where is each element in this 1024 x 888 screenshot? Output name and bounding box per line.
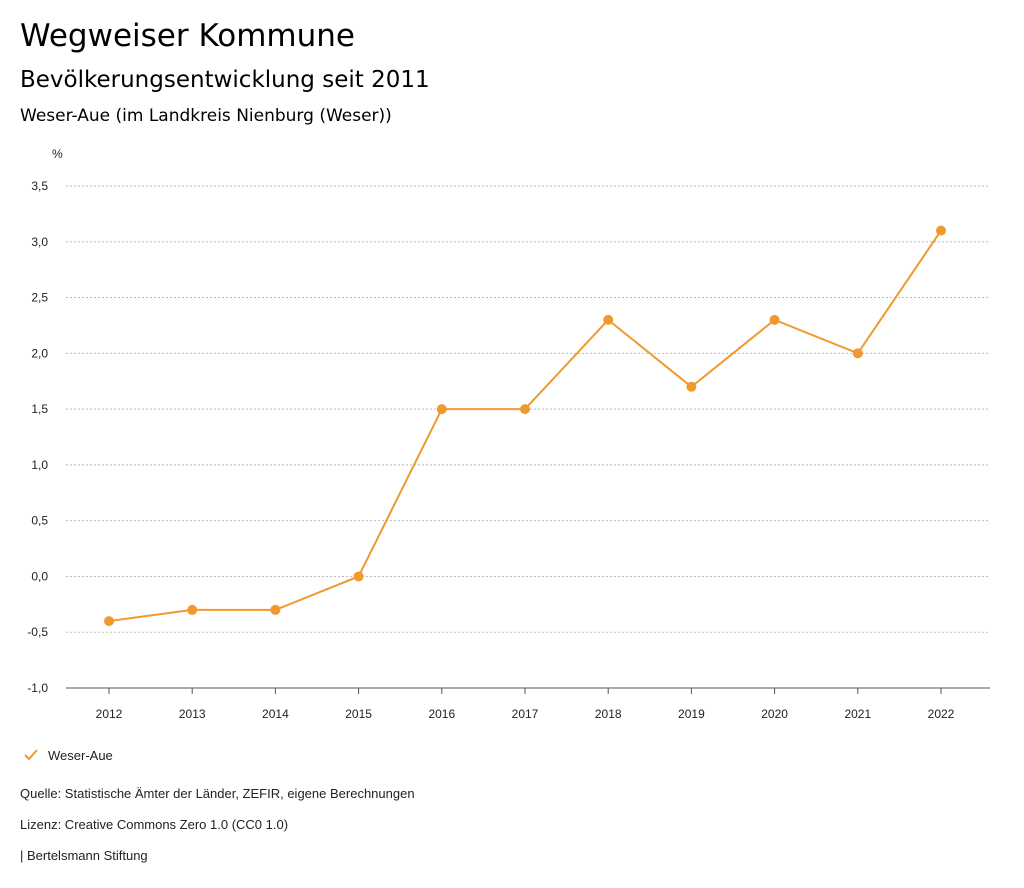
y-tick-label: 2,0 xyxy=(31,346,48,360)
page-title: Wegweiser Kommune xyxy=(20,18,355,54)
data-point[interactable] xyxy=(603,314,614,325)
chart-legend[interactable]: Weser-Aue xyxy=(24,744,113,766)
x-axis: 2012 2013 2014 2015 2016 2017 2018 2019 2020 2021… xyxy=(66,687,990,721)
x-tick-label: 2018 xyxy=(595,707,622,721)
chart-subtitle: Bevölkerungsentwicklung seit 2011 xyxy=(20,67,430,93)
x-tick-label: 2016 xyxy=(428,707,455,721)
x-tick-label: 2017 xyxy=(512,707,539,721)
series-line xyxy=(108,230,942,623)
y-axis-ticks: -1,0 -0,5 0,0 0,5 1,0 1,5 2,0 2,5 3,0 3,5 xyxy=(27,179,48,695)
data-point[interactable] xyxy=(436,404,447,415)
x-tick-label: 2014 xyxy=(262,707,289,721)
x-tick-label: 2021 xyxy=(844,707,871,721)
legend-label-weser-aue: Weser-Aue xyxy=(48,747,113,763)
x-tick-label: 2020 xyxy=(761,707,788,721)
license-note: Lizenz: Creative Commons Zero 1.0 (CC0 1… xyxy=(20,817,289,832)
y-tick-label: -0,5 xyxy=(27,625,48,639)
y-tick-label: 1,0 xyxy=(31,458,48,472)
data-point[interactable] xyxy=(852,348,863,359)
y-tick-label: 0,5 xyxy=(31,514,48,528)
x-tick-label: 2012 xyxy=(96,707,123,721)
source-note: Quelle: Statistische Ämter der Länder, Z… xyxy=(20,786,415,801)
y-axis-unit-label: % xyxy=(52,147,63,161)
data-point[interactable] xyxy=(104,616,114,627)
data-point[interactable] xyxy=(353,571,364,582)
y-tick-label: 3,0 xyxy=(31,235,48,249)
line-chart: % -1,0-0,50,00,51,01,52,02,53,03,5 2012 2… xyxy=(27,147,990,721)
x-tick-label: 2013 xyxy=(179,707,206,721)
x-tick-label: 2022 xyxy=(928,707,955,721)
brand-note: | Bertelsmann Stiftung xyxy=(20,848,148,863)
x-tick-label: 2019 xyxy=(678,707,705,721)
data-point[interactable] xyxy=(769,314,780,325)
data-point[interactable] xyxy=(270,604,281,615)
data-point[interactable] xyxy=(520,404,530,415)
x-tick-label: 2015 xyxy=(345,707,372,721)
data-point[interactable] xyxy=(936,225,946,236)
series-weser-aue xyxy=(104,225,946,627)
y-tick-label: -1,0 xyxy=(27,681,48,695)
y-tick-label: 0,0 xyxy=(31,569,48,583)
region-name: Weser-Aue (im Landkreis Nienburg (Weser)… xyxy=(20,106,392,126)
data-point[interactable] xyxy=(187,604,198,615)
y-tick-label: 3,5 xyxy=(31,179,48,193)
legend-check-icon xyxy=(24,749,38,761)
y-tick-label: 2,5 xyxy=(31,291,48,305)
data-point[interactable] xyxy=(686,381,697,392)
y-tick-label: 1,5 xyxy=(31,402,48,416)
